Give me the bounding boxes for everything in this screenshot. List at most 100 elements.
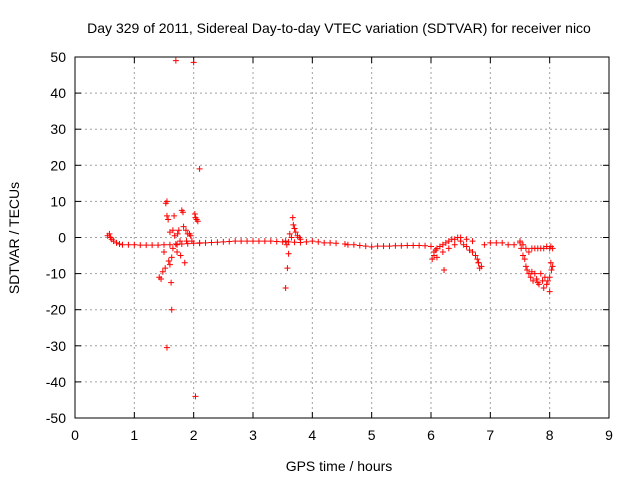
data-point	[196, 165, 203, 172]
data-point	[540, 285, 547, 292]
data-point	[261, 238, 268, 245]
data-point	[158, 276, 165, 283]
y-tick-label: 30	[50, 121, 66, 137]
data-point	[303, 238, 310, 245]
data-point	[282, 238, 289, 245]
data-point	[519, 252, 526, 259]
data-point	[255, 238, 262, 245]
data-point	[297, 236, 304, 243]
data-point	[472, 252, 479, 259]
grid	[75, 57, 609, 418]
data-point	[250, 238, 256, 245]
data-point	[172, 240, 179, 247]
data-point	[356, 242, 363, 249]
data-point	[182, 227, 189, 234]
data-point	[163, 344, 170, 351]
data-point	[290, 221, 297, 228]
data-point	[341, 240, 348, 247]
data-point	[131, 241, 138, 248]
data-point	[527, 274, 534, 281]
data-point	[169, 245, 176, 252]
data-point	[283, 241, 290, 248]
data-point	[493, 239, 500, 246]
data-point	[192, 393, 199, 400]
chart-title: Day 329 of 2011, Sidereal Day-to-day VTE…	[87, 20, 591, 36]
data-point	[159, 268, 166, 275]
data-point	[289, 214, 296, 221]
data-point	[463, 243, 470, 250]
data-point	[525, 248, 532, 255]
data-point	[518, 245, 525, 252]
data-point	[179, 209, 186, 216]
y-tick-label: 40	[50, 85, 66, 101]
data-point	[315, 238, 322, 245]
x-tick-label: 6	[427, 427, 435, 443]
data-point	[475, 259, 482, 266]
x-axis-title: GPS time / hours	[286, 458, 393, 474]
data-point	[505, 241, 512, 248]
data-point	[177, 238, 184, 245]
data-point	[174, 230, 181, 237]
data-point	[380, 243, 387, 250]
data-point	[187, 232, 194, 239]
y-tick-label: -20	[46, 302, 66, 318]
x-tick-label: 2	[190, 427, 198, 443]
data-point	[511, 241, 518, 248]
data-point	[238, 238, 245, 245]
data-point	[539, 277, 546, 284]
data-point	[106, 230, 113, 237]
x-tick-label: 8	[546, 427, 554, 443]
data-point	[163, 198, 170, 205]
data-point	[430, 252, 437, 259]
data-point	[165, 216, 172, 223]
data-point	[517, 239, 523, 246]
data-point	[451, 241, 458, 248]
data-point	[530, 277, 537, 284]
x-tick-label: 7	[486, 427, 494, 443]
data-point	[548, 266, 555, 273]
data-point	[333, 240, 340, 247]
x-tick-label: 4	[308, 427, 316, 443]
data-point	[172, 57, 179, 64]
data-point	[143, 242, 150, 249]
data-point	[422, 242, 429, 249]
data-point	[487, 239, 494, 246]
x-tick-label: 9	[605, 427, 613, 443]
data-point	[416, 242, 423, 249]
data-point	[327, 239, 334, 246]
data-point	[392, 242, 399, 249]
data-point	[162, 265, 169, 272]
y-tick-label: 0	[58, 230, 66, 246]
data-point	[549, 263, 556, 270]
data-point	[284, 265, 291, 272]
data-point	[441, 266, 448, 273]
data-point	[168, 254, 175, 261]
data-point	[288, 234, 295, 241]
data-point	[546, 274, 553, 281]
data-point	[285, 250, 292, 257]
y-tick-label: -10	[46, 266, 66, 282]
data-point	[499, 239, 506, 246]
data-point	[244, 238, 251, 245]
data-point	[267, 238, 274, 245]
data-point	[321, 239, 328, 246]
data-point	[428, 243, 434, 250]
data-point	[286, 230, 293, 237]
data-series	[104, 57, 556, 400]
data-point	[175, 227, 182, 234]
data-point	[232, 238, 239, 245]
data-point	[188, 238, 195, 245]
data-point	[309, 238, 316, 245]
data-point	[190, 59, 197, 66]
data-point	[481, 241, 488, 248]
data-point	[191, 211, 198, 218]
data-point	[119, 241, 126, 248]
data-point	[226, 238, 233, 245]
data-point	[165, 257, 172, 264]
data-point	[524, 266, 531, 273]
data-point	[476, 265, 483, 272]
data-point	[410, 242, 417, 249]
data-point	[544, 277, 551, 284]
data-point	[202, 239, 209, 246]
